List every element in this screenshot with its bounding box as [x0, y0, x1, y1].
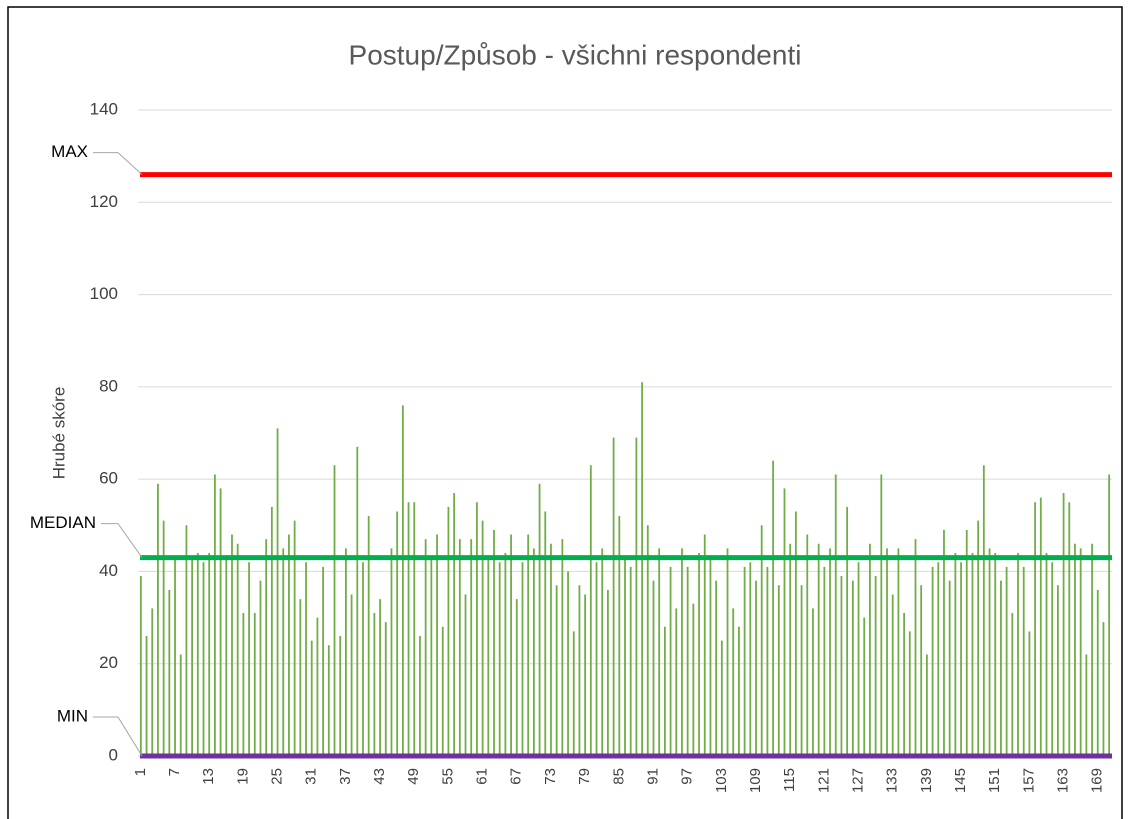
x-tick-label: 37: [337, 768, 354, 785]
x-tick-label: 103: [713, 768, 730, 793]
y-tick-label: 0: [109, 745, 118, 764]
x-tick-label: 49: [405, 768, 422, 785]
y-tick-label: 100: [90, 284, 118, 303]
y-tick-label: 120: [90, 192, 118, 211]
x-tick-label: 7: [166, 768, 183, 776]
chart-title: Postup/Způsob - všichni respondenti: [349, 39, 802, 70]
leader-line: [101, 523, 143, 558]
x-tick-label: 163: [1055, 768, 1072, 793]
x-tick-label: 127: [850, 768, 867, 793]
x-tick-label: 43: [371, 768, 388, 785]
x-tick-label: 145: [952, 768, 969, 793]
x-tick-label: 19: [234, 768, 251, 785]
x-tick-label: 97: [679, 768, 696, 785]
x-tick-label: 121: [815, 768, 832, 793]
chart-frame: [7, 6, 1123, 819]
x-tick-label: 157: [1020, 768, 1037, 793]
y-tick-label: 140: [90, 99, 118, 118]
reference-label: MAX: [51, 142, 88, 161]
y-tick-label: 80: [99, 376, 118, 395]
x-tick-label: 139: [918, 768, 935, 793]
leader-line: [93, 152, 143, 175]
x-tick-label: 67: [508, 768, 525, 785]
y-tick-label: 60: [99, 469, 118, 488]
x-tick-label: 109: [747, 768, 764, 793]
x-tick-label: 55: [439, 768, 456, 785]
x-tick-label: 91: [644, 768, 661, 785]
x-tick-label: 1: [132, 768, 149, 776]
reference-label: MEDIAN: [30, 513, 96, 532]
x-tick-label: 31: [303, 768, 320, 785]
x-tick-label: 61: [474, 768, 491, 785]
x-tick-label: 85: [610, 768, 627, 785]
x-tick-label: 151: [986, 768, 1003, 793]
x-tick-label: 133: [884, 768, 901, 793]
reference-label: MIN: [57, 706, 88, 725]
x-tick-label: 169: [1089, 768, 1106, 793]
leader-line: [93, 716, 143, 757]
x-tick-label: 79: [576, 768, 593, 785]
y-tick-label: 20: [99, 653, 118, 672]
y-tick-label: 40: [99, 561, 118, 580]
x-tick-label: 25: [269, 768, 286, 785]
x-tick-label: 115: [781, 768, 798, 792]
x-tick-label: 13: [200, 768, 217, 785]
y-axis-label: Hrubé skóre: [49, 387, 68, 480]
x-tick-label: 73: [542, 768, 559, 785]
